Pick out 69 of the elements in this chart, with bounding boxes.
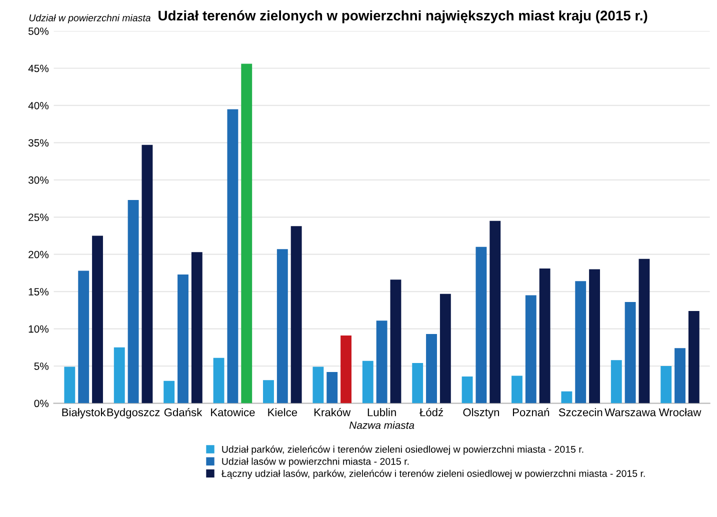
- x-tick-label: Kielce: [268, 408, 298, 416]
- y-tick-label: 10%: [28, 325, 49, 333]
- x-tick-label: Lublin: [368, 408, 396, 416]
- bar: [589, 269, 600, 404]
- bar: [326, 372, 338, 404]
- bar: [114, 347, 125, 404]
- bar: [227, 109, 238, 404]
- chart-title: Udział terenów zielonych w powierzchni największych miast kraju (2015 r.): [158, 10, 648, 24]
- y-tick-label: 0%: [34, 400, 49, 408]
- bar: [610, 360, 622, 404]
- y-tick-label: 15%: [28, 288, 49, 296]
- bar: [688, 310, 700, 404]
- bar: [142, 144, 153, 404]
- bar: [164, 380, 175, 404]
- bar: [660, 366, 672, 404]
- bar: [362, 360, 374, 404]
- bar: [512, 376, 522, 404]
- x-tick-label: Białystok: [62, 408, 106, 418]
- x-tick-label: Gdańsk: [164, 408, 202, 416]
- bar: [539, 268, 550, 404]
- bar: [241, 64, 252, 404]
- y-tick-label: 50%: [28, 28, 49, 35]
- y-tick-label: 5%: [34, 362, 49, 370]
- x-tick-label: Szczecin: [558, 408, 602, 416]
- y-tick-label: 30%: [28, 176, 49, 184]
- legend-label: Łączny udział lasów, parków, zieleńców i terenów zieleni osiedlowej w powierzchni miasta - 2015 r.: [222, 470, 645, 479]
- bar: [525, 295, 536, 404]
- y-tick-label: 25%: [28, 214, 49, 222]
- legend-label: Udział lasów w powierzchni miasta - 2015 r.: [222, 458, 409, 467]
- bar: [178, 274, 188, 404]
- bar: [191, 252, 202, 404]
- bar: [376, 320, 388, 404]
- bar: [476, 246, 487, 404]
- bar: [276, 249, 288, 404]
- x-tick-label: Łódź: [420, 408, 443, 416]
- bar: [213, 358, 224, 404]
- bar: [462, 376, 473, 404]
- x-tick-label: Kraków: [314, 408, 351, 416]
- y-axis-title: Udział w powierzchni miasta: [29, 14, 150, 24]
- x-tick-label: Katowice: [211, 408, 255, 416]
- bar: [674, 348, 686, 404]
- bar: [624, 302, 636, 404]
- bar: [128, 200, 139, 404]
- bar: [263, 380, 274, 404]
- y-tick-label: 40%: [28, 102, 49, 110]
- x-tick-label: Bydgoszcz: [107, 408, 160, 418]
- x-tick-label: Wrocław: [658, 408, 702, 416]
- y-tick-label: 35%: [28, 139, 49, 147]
- y-tick-label: 45%: [28, 64, 49, 72]
- legend-label: Udział parków, zieleńców i terenów zieleni osiedlowej w powierzchni miasta - 2015 r.: [222, 446, 584, 455]
- bar: [290, 226, 302, 404]
- bar: [561, 391, 572, 404]
- x-axis-title: Nazwa miasta: [349, 421, 414, 429]
- bar: [312, 366, 324, 404]
- bar: [426, 334, 437, 404]
- x-tick-label: Olsztyn: [463, 408, 500, 418]
- x-tick-label: Warszawa: [604, 408, 656, 416]
- bar: [64, 366, 76, 404]
- bar: [575, 281, 586, 404]
- y-tick-label: 20%: [28, 250, 49, 258]
- bar: [412, 363, 424, 404]
- x-tick-label: Poznań: [512, 408, 550, 416]
- bar: [390, 280, 402, 404]
- bar: [638, 258, 650, 404]
- bar: [440, 294, 451, 404]
- bar: [340, 336, 352, 404]
- bar: [490, 220, 501, 404]
- bar: [92, 236, 103, 404]
- bar: [78, 270, 90, 404]
